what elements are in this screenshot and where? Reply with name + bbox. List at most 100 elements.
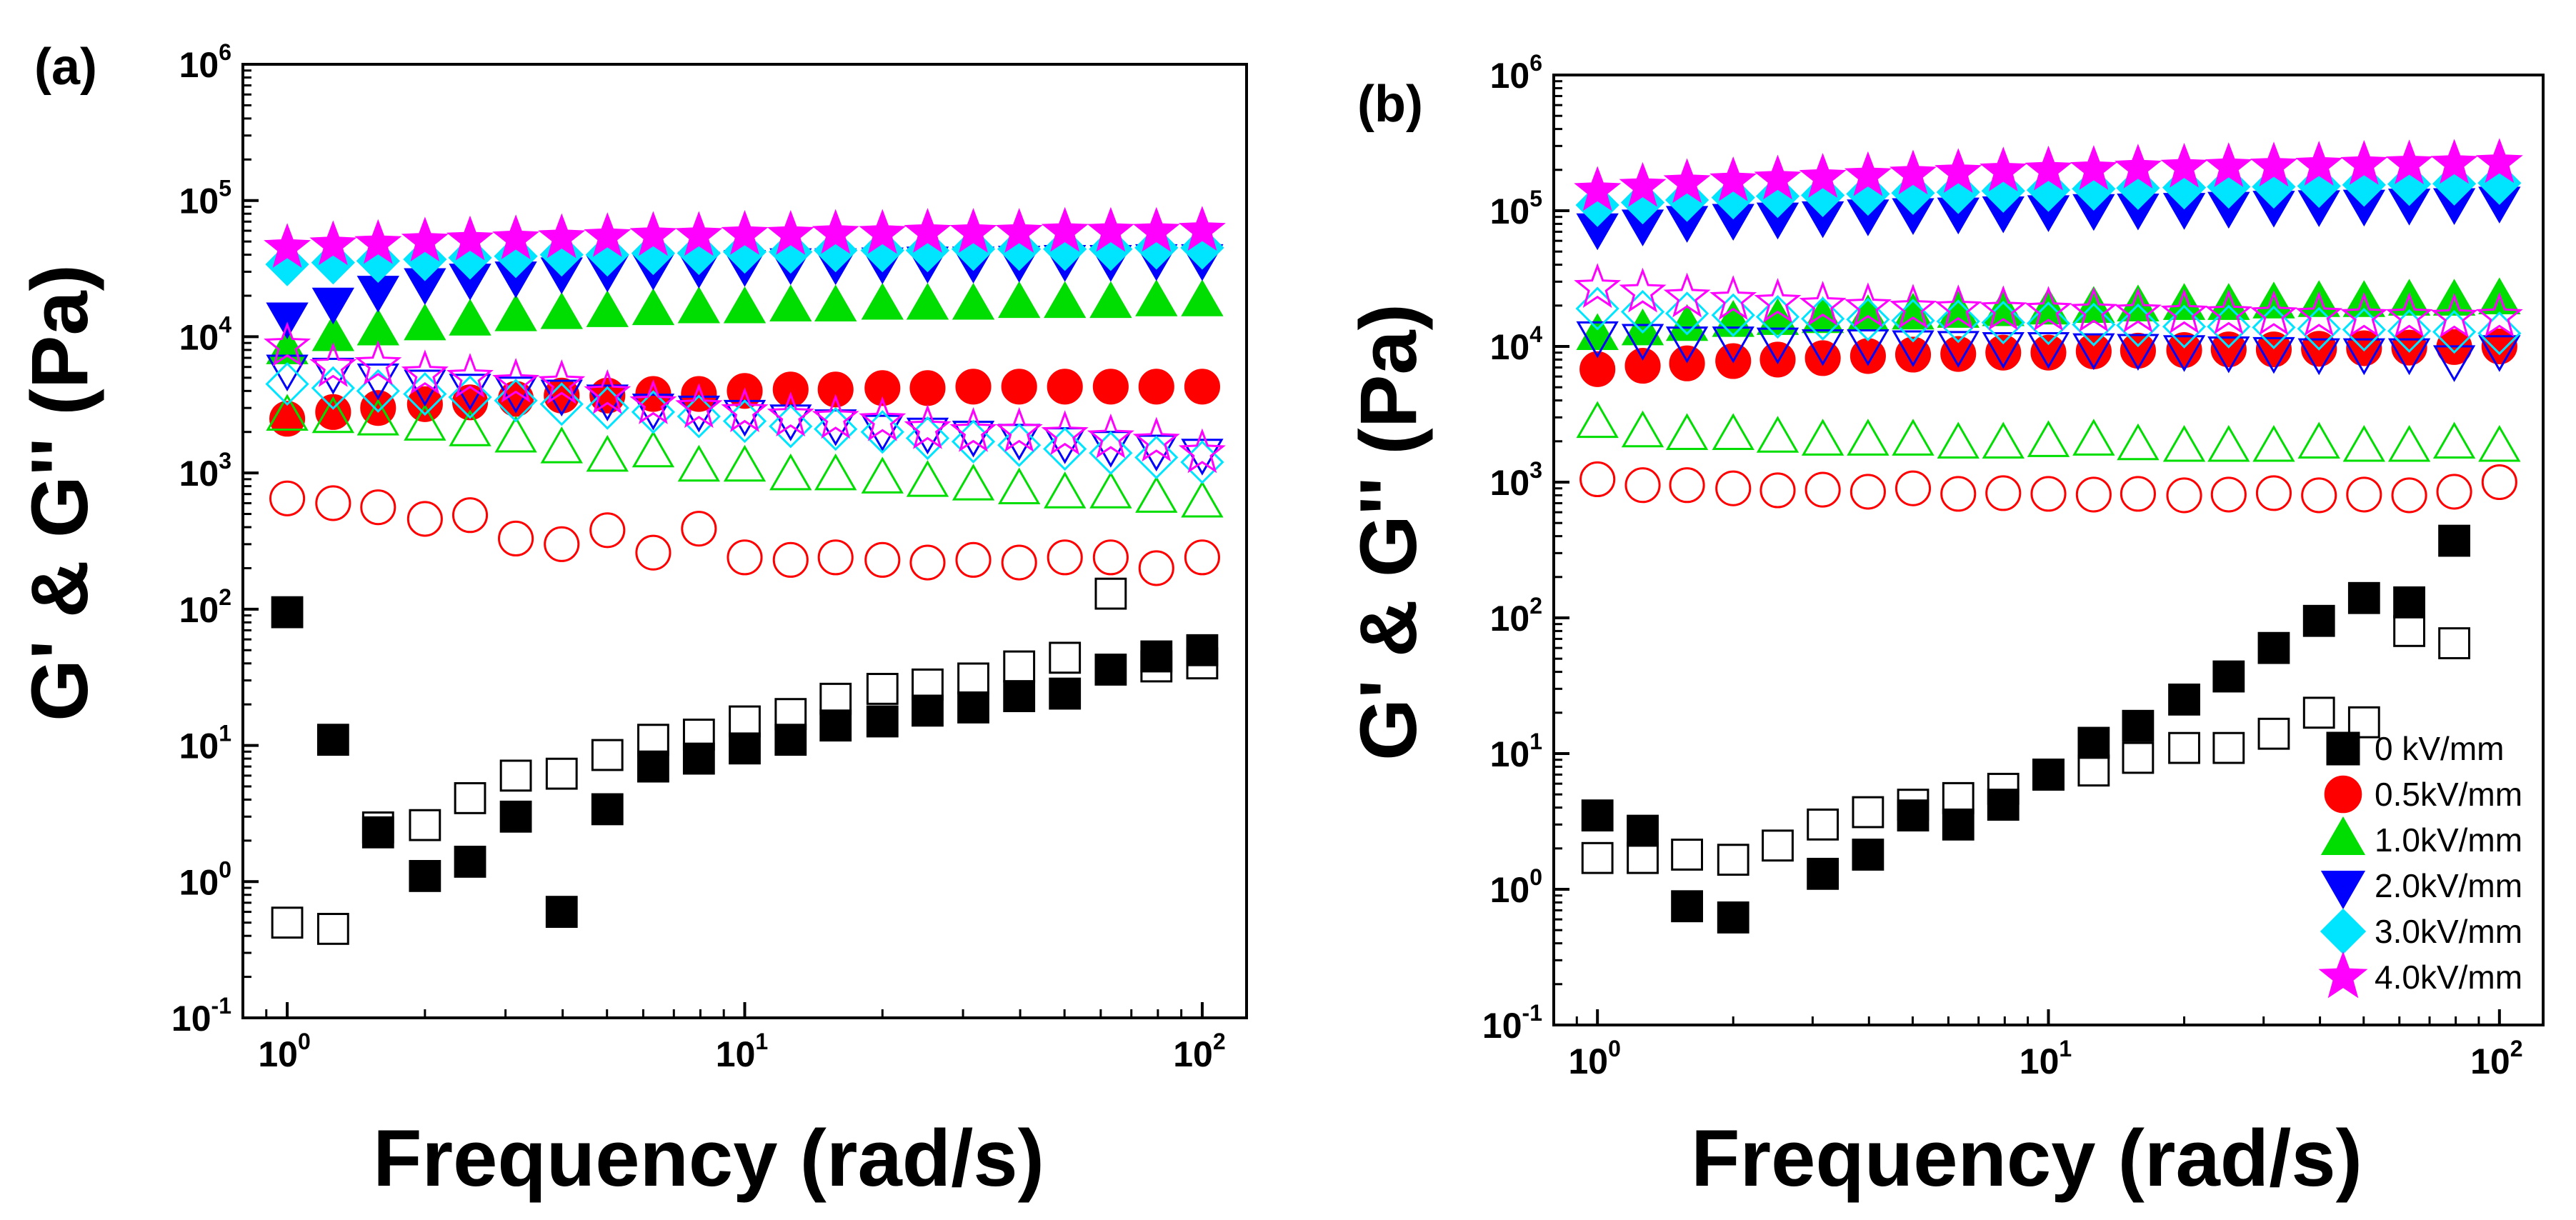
panel-b-x-tick-base: 10 — [1568, 1041, 1608, 1081]
panel-a-point-storage-triangle-up — [906, 282, 949, 320]
panel-b-point-storage-star — [1935, 148, 1982, 194]
panel-a-x-tick-base: 10 — [1173, 1034, 1213, 1074]
panel-b-point-loss-star — [2205, 289, 2252, 334]
panel-b-y-tick-label: 103 — [1490, 457, 1542, 503]
panel-a-x-tick-base: 10 — [716, 1034, 756, 1074]
panel-b-y-tick-exponent: 2 — [1529, 593, 1542, 619]
panel-a-point-storage-square — [1094, 654, 1127, 686]
panel-a-point-storage-triangle-up — [998, 281, 1041, 319]
panel-b-point-loss-diamond — [1846, 297, 1890, 341]
panel-b-point-storage-triangle-up — [2207, 283, 2250, 320]
panel-b-y-tick-label: 105 — [1490, 186, 1542, 231]
panel-a-point-loss-star — [721, 387, 769, 432]
panel-b-y-tick-label: 104 — [1490, 321, 1543, 367]
panel-a-point-loss-triangle-up — [814, 453, 857, 491]
panel-b-point-loss-square — [1807, 808, 1839, 841]
panel-a-point-loss-triangle-up — [449, 409, 491, 446]
panel-a-point-loss-triangle-up — [952, 464, 995, 501]
panel-b-point-storage-circle — [1624, 348, 1661, 384]
legend-marker-circle — [2324, 775, 2362, 814]
panel-a-point-storage-circle — [817, 371, 854, 408]
panel-b-point-loss-triangle-down — [1801, 329, 1844, 366]
panel-b-point-storage-star — [2475, 138, 2523, 184]
panel-a-point-loss-square — [819, 682, 852, 715]
panel-a-point-storage-circle — [1138, 369, 1174, 405]
panel-b-point-storage-star — [1663, 158, 1711, 204]
panel-a-point-loss-triangle-up — [356, 399, 399, 436]
panel-b-point-loss-triangle-up — [1756, 416, 1799, 453]
panel-b-point-storage-star — [1980, 146, 2027, 191]
panel-a-point-storage-triangle-up — [449, 299, 491, 336]
panel-b-point-storage-triangle-up — [2342, 280, 2385, 317]
panel-b-point-storage-square — [1897, 799, 1929, 832]
panel-a-point-storage-circle — [1184, 369, 1220, 405]
panel-a-point-storage-triangle-up — [1181, 279, 1224, 316]
panel-b-point-loss-square — [2168, 731, 2200, 764]
panel-a-point-loss-star — [309, 342, 357, 387]
panel-b-point-loss-square — [1762, 829, 1794, 862]
panel-b-point-storage-diamond — [1981, 169, 2025, 213]
panel-b-point-loss-square — [2212, 731, 2245, 764]
panel-a-point-loss-square — [637, 724, 669, 756]
panel-a-point-storage-star — [309, 220, 357, 266]
panel-a-point-storage-star — [264, 223, 311, 268]
panel-a-point-loss-square — [912, 668, 944, 701]
panel-b-point-loss-circle — [1579, 461, 1616, 498]
panel-b-point-loss-triangle-up — [1847, 419, 1889, 456]
panel-a-point-loss-circle — [635, 534, 672, 571]
panel-a-point-storage-square — [545, 896, 578, 928]
panel-b-point-loss-square — [2122, 741, 2155, 774]
panel-b-point-loss-circle — [2481, 464, 2517, 501]
panel-b-y-tick-base: 10 — [1490, 870, 1530, 910]
panel-b-point-storage-square — [2347, 581, 2380, 614]
panel-b-y-axis-title: G' & G'' (Pa) — [1344, 304, 1433, 761]
panel-a-point-loss-triangle-up — [311, 396, 355, 434]
panel-b-point-storage-star — [2160, 142, 2208, 188]
panel-a-point-loss-square — [957, 662, 989, 695]
panel-a-point-storage-circle — [955, 369, 992, 405]
panel-b-x-axis-title: Frequency (rad/s) — [1691, 1114, 2362, 1203]
panel-a-y-tick-exponent: -1 — [211, 993, 231, 1019]
panel-b-point-storage-circle — [1669, 345, 1705, 381]
legend-label: 1.0kV/mm — [2375, 821, 2522, 859]
panel-b-point-loss-circle — [2346, 476, 2382, 513]
panel-b-point-loss-diamond — [2252, 305, 2296, 350]
panel-a-point-storage-star — [675, 211, 723, 256]
panel-a-label: (a) — [34, 39, 97, 96]
panel-b-point-storage-square — [2122, 709, 2155, 742]
panel-b-point-storage-square — [1807, 857, 1839, 890]
panel-b-point-loss-star — [1799, 281, 1847, 326]
panel-b-y-tick-exponent: 5 — [1529, 186, 1542, 211]
panel-a-point-loss-circle — [1047, 539, 1083, 576]
panel-b-point-storage-triangle-up — [2162, 283, 2206, 320]
panel-a-point-storage-triangle-up — [1135, 279, 1178, 316]
panel-a-point-loss-star — [949, 407, 997, 452]
panel-b-point-loss-square — [1581, 841, 1614, 874]
panel-a-point-loss-star — [859, 396, 907, 441]
panel-a-point-loss-square — [1003, 650, 1036, 683]
panel-b-point-loss-triangle-up — [1937, 421, 1980, 459]
panel-a-point-storage-triangle-up — [631, 288, 675, 326]
panel-a-y-axis-title: G' & G'' (Pa) — [15, 264, 104, 721]
panel-b-point-loss-triangle-down — [2252, 336, 2295, 374]
panel-b-point-loss-triangle-up — [2027, 420, 2070, 457]
panel-a-x-tick-label: 102 — [1173, 1029, 1225, 1074]
panel-b-point-loss-star — [1663, 272, 1711, 318]
legend-marker-star — [2318, 951, 2368, 999]
panel-b-point-loss-square — [2257, 717, 2290, 750]
panel-b-point-storage-circle — [2166, 332, 2202, 369]
panel-a-point-loss-triangle-down — [494, 376, 537, 414]
panel-b-point-loss-triangle-up — [2207, 424, 2250, 462]
panel-b-point-storage-square — [1671, 890, 1703, 923]
panel-b-point-loss-triangle-up — [2342, 424, 2385, 462]
panel-b-point-loss-triangle-up — [2162, 424, 2206, 462]
panel-b-point-loss-triangle-up — [1892, 419, 1935, 456]
panel-b-point-loss-diamond — [2387, 309, 2432, 353]
panel-b-y-tick-label: 106 — [1490, 50, 1542, 96]
panel-b-point-loss-star — [1754, 278, 1802, 323]
panel-b-point-storage-star — [1844, 151, 1892, 196]
panel-b-point-storage-square — [1852, 839, 1884, 871]
panel-a-point-storage-star — [401, 216, 449, 262]
panel-a-point-loss-circle — [451, 497, 489, 534]
panel-a-point-loss-square — [1049, 641, 1082, 674]
